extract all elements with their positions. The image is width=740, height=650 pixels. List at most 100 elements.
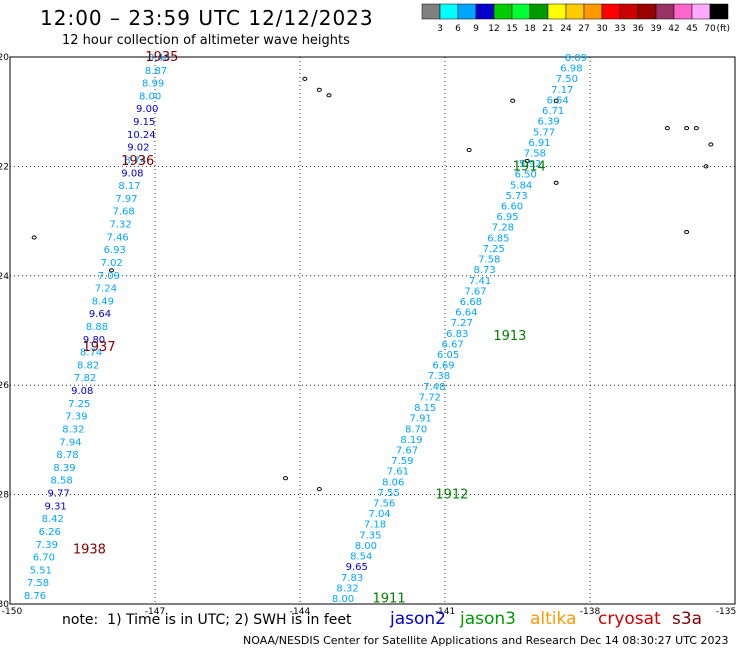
colorbar-swatch bbox=[637, 3, 657, 20]
map-subtitle: 12 hour collection of altimeter wave hei… bbox=[62, 33, 350, 48]
island-outline bbox=[510, 98, 516, 103]
swh-value: 8.06 bbox=[382, 477, 404, 488]
colorbar-swatch bbox=[673, 3, 693, 20]
swh-value: 8.32 bbox=[336, 583, 358, 594]
pass-time-label: 1936 bbox=[121, 154, 154, 169]
swh-value: 8.76 bbox=[24, 591, 46, 602]
colorbar-label: 27 bbox=[578, 24, 589, 34]
swh-value: 7.61 bbox=[387, 467, 409, 478]
swh-value: 7.67 bbox=[464, 286, 486, 297]
footer-note: note: 1) Time is in UTC; 2) SWH is in fe… bbox=[62, 612, 352, 628]
lon-tick-label: -135 bbox=[716, 607, 736, 617]
swh-value: 8.19 bbox=[400, 435, 422, 446]
swh-value: 6.05 bbox=[437, 350, 459, 361]
island-outline bbox=[664, 126, 670, 131]
lon-tick-label: -138 bbox=[580, 607, 601, 617]
lon-tick-label: -141 bbox=[435, 607, 455, 617]
swh-value: 6.54 bbox=[547, 95, 569, 106]
swh-value: 9.15 bbox=[133, 117, 155, 128]
lat-tick-label: -26 bbox=[0, 381, 9, 391]
island-outline bbox=[524, 158, 530, 164]
swh-value: 7.72 bbox=[419, 392, 441, 403]
pass-time-label: 1935 bbox=[145, 50, 178, 65]
colorbar-swatch bbox=[493, 3, 513, 20]
swh-value: 7.82 bbox=[74, 373, 96, 384]
island-outline bbox=[31, 235, 37, 240]
swh-value: 9.64 bbox=[89, 309, 111, 320]
lon-tick-label: -147 bbox=[145, 607, 165, 617]
colorbar-swatch bbox=[457, 3, 477, 20]
colorbar-label: 36 bbox=[632, 24, 644, 34]
swh-value: 7.59 bbox=[391, 456, 413, 467]
island-outline bbox=[326, 93, 332, 98]
swh-value: 7.04 bbox=[368, 509, 390, 520]
mission-cryosat: cryosat bbox=[598, 609, 661, 629]
colorbar-swatch bbox=[421, 3, 441, 20]
swh-value: 5.77 bbox=[533, 127, 555, 138]
swh-value: 5.92 bbox=[519, 159, 541, 170]
colorbar-swatch bbox=[529, 3, 549, 20]
swh-value: 9.80 bbox=[83, 335, 105, 346]
swh-value: 7.97 bbox=[115, 194, 137, 205]
swh-value: 7.32 bbox=[109, 220, 131, 231]
lat-tick-label: -22 bbox=[0, 162, 9, 172]
island-outline bbox=[302, 76, 308, 81]
swh-value: 9.00 bbox=[136, 104, 158, 115]
swh-value: 8.58 bbox=[50, 476, 72, 487]
swh-value: 7.25 bbox=[68, 399, 90, 410]
swh-value: 8.39 bbox=[53, 463, 75, 474]
colorbar-swatch bbox=[619, 3, 639, 20]
swh-value: 7.58 bbox=[524, 148, 546, 159]
island-outline bbox=[693, 126, 699, 131]
lon-tick-label: -144 bbox=[290, 607, 311, 617]
swh-value: 7.58 bbox=[27, 578, 49, 589]
swh-value: 8.00 bbox=[332, 594, 354, 605]
lat-tick-label: -20 bbox=[0, 53, 9, 63]
swh-value: 7.25 bbox=[483, 244, 505, 255]
pass-time-label: 1938 bbox=[73, 542, 106, 557]
swh-value: 7.09 bbox=[98, 271, 120, 282]
island-outline bbox=[283, 476, 288, 481]
swh-value: 6.64 bbox=[455, 308, 477, 319]
swh-value: 7.17 bbox=[551, 85, 573, 96]
colorbar-label: 33 bbox=[614, 24, 625, 34]
pass-time-label: 1914 bbox=[513, 159, 546, 174]
island-outline bbox=[109, 268, 114, 273]
swh-value: 5.51 bbox=[30, 565, 52, 576]
swh-value: 6.93 bbox=[104, 245, 126, 256]
pass-time-label: 1911 bbox=[373, 592, 406, 607]
swh-value: 7.39 bbox=[65, 412, 87, 423]
swh-value: 9.08 bbox=[71, 386, 93, 397]
island-outline bbox=[703, 164, 709, 169]
swh-value: 9.31 bbox=[45, 501, 67, 512]
colorbar-swatch bbox=[475, 3, 495, 20]
swh-value: 9.77 bbox=[47, 489, 69, 500]
swh-value: 7.83 bbox=[341, 573, 363, 584]
swh-value: 8.17 bbox=[118, 181, 140, 192]
swh-value: 6.39 bbox=[537, 117, 559, 128]
swh-value: 7.67 bbox=[396, 445, 418, 456]
pass-time-label: 1913 bbox=[493, 329, 526, 344]
swh-value: 7.68 bbox=[112, 207, 134, 218]
island-outline bbox=[316, 87, 322, 92]
swh-value: 6.71 bbox=[542, 106, 564, 117]
colorbar-swatch bbox=[601, 3, 621, 20]
swh-value: 6.98 bbox=[560, 64, 582, 75]
swh-value: 7.35 bbox=[359, 530, 381, 541]
island-outline bbox=[316, 487, 322, 492]
swh-value: 7.41 bbox=[469, 276, 491, 287]
swh-value: 6.26 bbox=[39, 527, 61, 538]
colorbar-swatch bbox=[511, 3, 531, 20]
swh-value: 6.60 bbox=[501, 202, 523, 213]
island-outline bbox=[553, 180, 559, 185]
colorbar-label: 70 bbox=[704, 24, 716, 34]
mission-jason3: jason3 bbox=[460, 609, 516, 629]
colorbar-swatch bbox=[565, 3, 585, 20]
swh-value: 6.95 bbox=[496, 212, 518, 223]
swh-value: 10.24 bbox=[127, 130, 156, 141]
island-outline bbox=[708, 142, 714, 147]
swh-value: 6.67 bbox=[442, 339, 464, 350]
swh-value: 8.32 bbox=[62, 424, 84, 435]
colorbar-label: 39 bbox=[650, 24, 662, 34]
